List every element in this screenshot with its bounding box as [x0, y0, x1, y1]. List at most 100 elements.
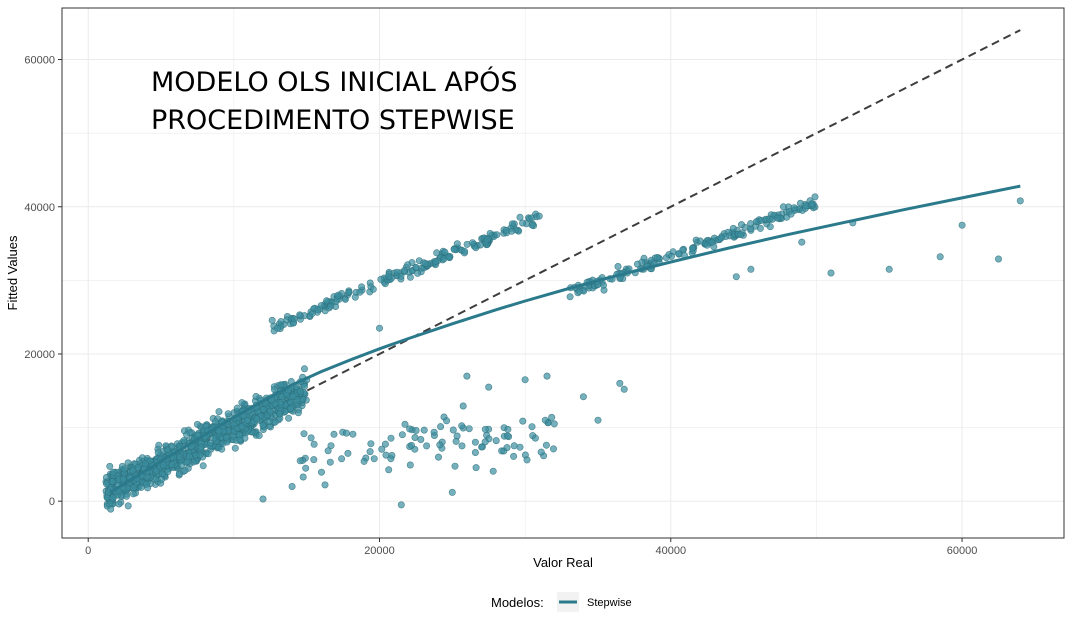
scatter-point: [204, 450, 212, 458]
scatter-point: [349, 430, 357, 438]
scatter-point: [811, 193, 819, 201]
scatter-point: [443, 417, 451, 425]
scatter-point: [106, 462, 114, 470]
scatter-point: [737, 231, 745, 239]
scatter-point: [302, 464, 310, 472]
scatter-point: [430, 428, 438, 436]
scatter-point: [406, 273, 414, 281]
panel-border: [61, 7, 1065, 539]
scatter-point: [537, 448, 545, 456]
scatter-point: [142, 480, 150, 488]
scatter-point: [958, 221, 966, 229]
scatter-point: [276, 410, 284, 418]
scatter-point: [366, 448, 374, 456]
scatter-point: [387, 434, 395, 442]
scatter-point: [300, 365, 308, 373]
scatter-point: [314, 306, 322, 314]
scatter-point: [802, 202, 810, 210]
scatter-point: [397, 272, 405, 280]
scatter-point: [345, 288, 353, 296]
scatter-point: [259, 495, 267, 503]
scatter-point: [266, 407, 274, 415]
scatter-point: [994, 255, 1002, 263]
scatter-point: [107, 505, 115, 513]
scatter-point: [1016, 197, 1024, 205]
scatter-point: [798, 238, 806, 246]
scatter-point: [675, 250, 683, 258]
scatter-point: [277, 381, 285, 389]
scatter-point: [385, 466, 393, 474]
scatter-point: [471, 438, 479, 446]
scatter-point: [441, 248, 449, 256]
scatter-point: [594, 416, 602, 424]
scatter-point: [300, 430, 308, 438]
scatter-point: [504, 425, 512, 433]
scatter-point: [616, 379, 624, 387]
y-tick-label: 60000: [24, 55, 55, 67]
scatter-point: [326, 458, 334, 466]
scatter-point: [300, 382, 308, 390]
scatter-point: [516, 213, 524, 221]
scatter-point: [437, 423, 445, 431]
scatter-point: [620, 385, 628, 393]
scatter-point: [729, 224, 737, 232]
scatter-point: [334, 291, 342, 299]
scatter-point: [808, 200, 816, 208]
scatter-point: [503, 444, 511, 452]
scatter-point: [400, 267, 408, 275]
scatter-point: [215, 408, 223, 416]
scatter-point: [129, 490, 137, 498]
scatter-point: [773, 214, 781, 222]
scatter-point: [519, 417, 527, 425]
scatter-point: [180, 437, 188, 445]
scatter-point: [181, 466, 189, 474]
scatter-point: [330, 430, 338, 438]
x-tick-label: 40000: [655, 545, 686, 557]
scatter-point: [732, 273, 740, 281]
scatter-point: [288, 482, 296, 490]
scatter-point: [481, 425, 489, 433]
scatter-point: [548, 413, 556, 421]
scatter-point: [458, 422, 466, 430]
scatter-point: [450, 245, 458, 253]
scatter-point: [787, 210, 795, 218]
scatter-point: [696, 237, 704, 245]
scatter-point: [103, 480, 111, 488]
scatter-point: [436, 441, 444, 449]
scatter-point: [152, 467, 160, 475]
scatter-point: [341, 295, 349, 303]
scatter-point: [448, 488, 456, 496]
y-tick-label: 40000: [24, 202, 55, 214]
scatter-point: [478, 443, 486, 451]
scatter-point: [176, 453, 184, 461]
scatter-point: [317, 468, 325, 476]
scatter-point: [575, 287, 583, 295]
scatter-point: [289, 392, 297, 400]
scatter-point: [375, 324, 383, 332]
scatter-point: [158, 475, 166, 483]
scatter-point: [614, 262, 622, 270]
scatter-point: [120, 465, 128, 473]
scatter-point: [155, 441, 163, 449]
scatter-point: [231, 444, 239, 452]
scatter-point: [207, 439, 215, 447]
scatter-point: [508, 227, 516, 235]
scatter-point: [756, 224, 764, 232]
scatter-point: [233, 404, 241, 412]
scatter-point: [178, 461, 186, 469]
scatter-point: [485, 383, 493, 391]
scatter-point: [212, 418, 220, 426]
scatter-point: [137, 483, 145, 491]
scatter-point: [535, 212, 543, 220]
scatter-point: [159, 461, 167, 469]
scatter-point: [324, 447, 332, 455]
scatter-point: [381, 440, 389, 448]
scatter-point: [321, 481, 329, 489]
scatter-point: [119, 475, 127, 483]
scatter-point: [285, 414, 293, 422]
scatter-point: [541, 416, 549, 424]
legend-title: Modelos:: [491, 595, 544, 610]
scatter-point: [193, 420, 201, 428]
scatter-point: [790, 204, 798, 212]
